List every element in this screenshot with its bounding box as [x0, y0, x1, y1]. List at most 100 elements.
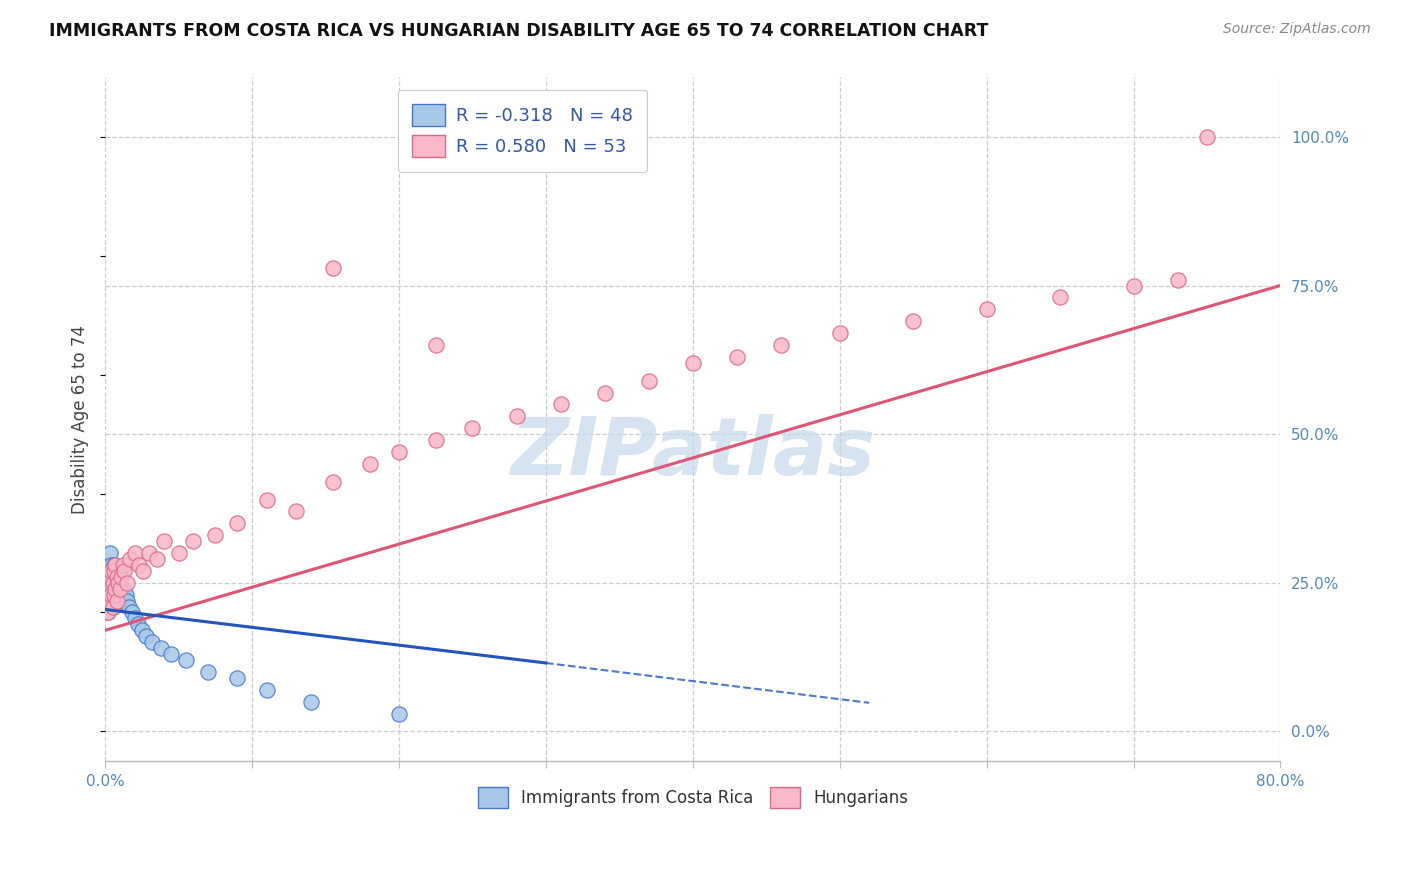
Point: [103, 575, 125, 590]
Point: [141, 635, 163, 649]
Point: [425, 433, 447, 447]
Point: [256, 492, 278, 507]
Point: [828, 326, 851, 340]
Point: [118, 599, 141, 614]
Point: [183, 534, 205, 549]
Point: [150, 641, 173, 656]
Point: [110, 570, 132, 584]
Point: [105, 588, 128, 602]
Point: [108, 582, 131, 596]
Text: IMMIGRANTS FROM COSTA RICA VS HUNGARIAN DISABILITY AGE 65 TO 74 CORRELATION CHAR: IMMIGRANTS FROM COSTA RICA VS HUNGARIAN …: [49, 22, 988, 40]
Point: [107, 575, 129, 590]
Point: [110, 588, 132, 602]
Point: [120, 552, 142, 566]
Point: [98, 570, 121, 584]
Point: [127, 617, 149, 632]
Point: [104, 593, 127, 607]
Point: [105, 570, 128, 584]
Point: [114, 588, 136, 602]
Point: [901, 314, 924, 328]
Point: [682, 356, 704, 370]
Point: [204, 528, 226, 542]
Point: [388, 445, 411, 459]
Point: [461, 421, 484, 435]
Point: [111, 593, 134, 607]
Point: [112, 582, 135, 596]
Point: [101, 599, 124, 614]
Point: [285, 504, 308, 518]
Legend: Immigrants from Costa Rica, Hungarians: Immigrants from Costa Rica, Hungarians: [471, 780, 915, 814]
Point: [117, 575, 139, 590]
Point: [256, 682, 278, 697]
Point: [98, 588, 121, 602]
Point: [135, 629, 157, 643]
Point: [96, 593, 118, 607]
Point: [96, 575, 118, 590]
Point: [100, 582, 122, 596]
Point: [98, 593, 121, 607]
Point: [105, 570, 128, 584]
Point: [1049, 290, 1071, 304]
Point: [100, 570, 122, 584]
Point: [637, 374, 659, 388]
Point: [100, 593, 122, 607]
Point: [96, 593, 118, 607]
Point: [1122, 278, 1144, 293]
Point: [153, 534, 176, 549]
Point: [97, 606, 120, 620]
Point: [101, 564, 124, 578]
Text: Source: ZipAtlas.com: Source: ZipAtlas.com: [1223, 22, 1371, 37]
Point: [226, 516, 249, 531]
Point: [97, 582, 120, 596]
Point: [108, 582, 131, 596]
Point: [1195, 129, 1218, 144]
Point: [104, 575, 127, 590]
Point: [108, 564, 131, 578]
Point: [505, 409, 527, 424]
Point: [97, 606, 120, 620]
Point: [121, 606, 143, 620]
Point: [550, 397, 572, 411]
Point: [111, 558, 134, 572]
Point: [124, 546, 146, 560]
Text: ZIPatlas: ZIPatlas: [510, 415, 876, 492]
Point: [145, 552, 167, 566]
Point: [359, 457, 381, 471]
Point: [97, 564, 120, 578]
Point: [103, 558, 125, 572]
Point: [769, 338, 792, 352]
Point: [98, 546, 121, 560]
Point: [101, 582, 124, 596]
Point: [117, 593, 139, 607]
Point: [132, 564, 155, 578]
Point: [299, 695, 322, 709]
Point: [105, 593, 128, 607]
Point: [1167, 272, 1189, 286]
Point: [138, 546, 160, 560]
Point: [322, 475, 344, 489]
Point: [107, 593, 129, 607]
Point: [725, 350, 748, 364]
Point: [174, 653, 197, 667]
Point: [226, 671, 249, 685]
Point: [124, 611, 146, 625]
Point: [100, 558, 122, 572]
Point: [97, 582, 120, 596]
Point: [425, 338, 447, 352]
Point: [98, 564, 121, 578]
Point: [101, 599, 124, 614]
Point: [103, 588, 125, 602]
Point: [128, 558, 150, 572]
Point: [101, 575, 124, 590]
Point: [98, 575, 121, 590]
Point: [976, 302, 998, 317]
Point: [103, 564, 125, 578]
Point: [112, 564, 135, 578]
Point: [160, 647, 183, 661]
Point: [167, 546, 190, 560]
Point: [388, 706, 411, 721]
Point: [104, 582, 127, 596]
Point: [322, 260, 344, 275]
Point: [197, 665, 219, 679]
Point: [104, 558, 127, 572]
